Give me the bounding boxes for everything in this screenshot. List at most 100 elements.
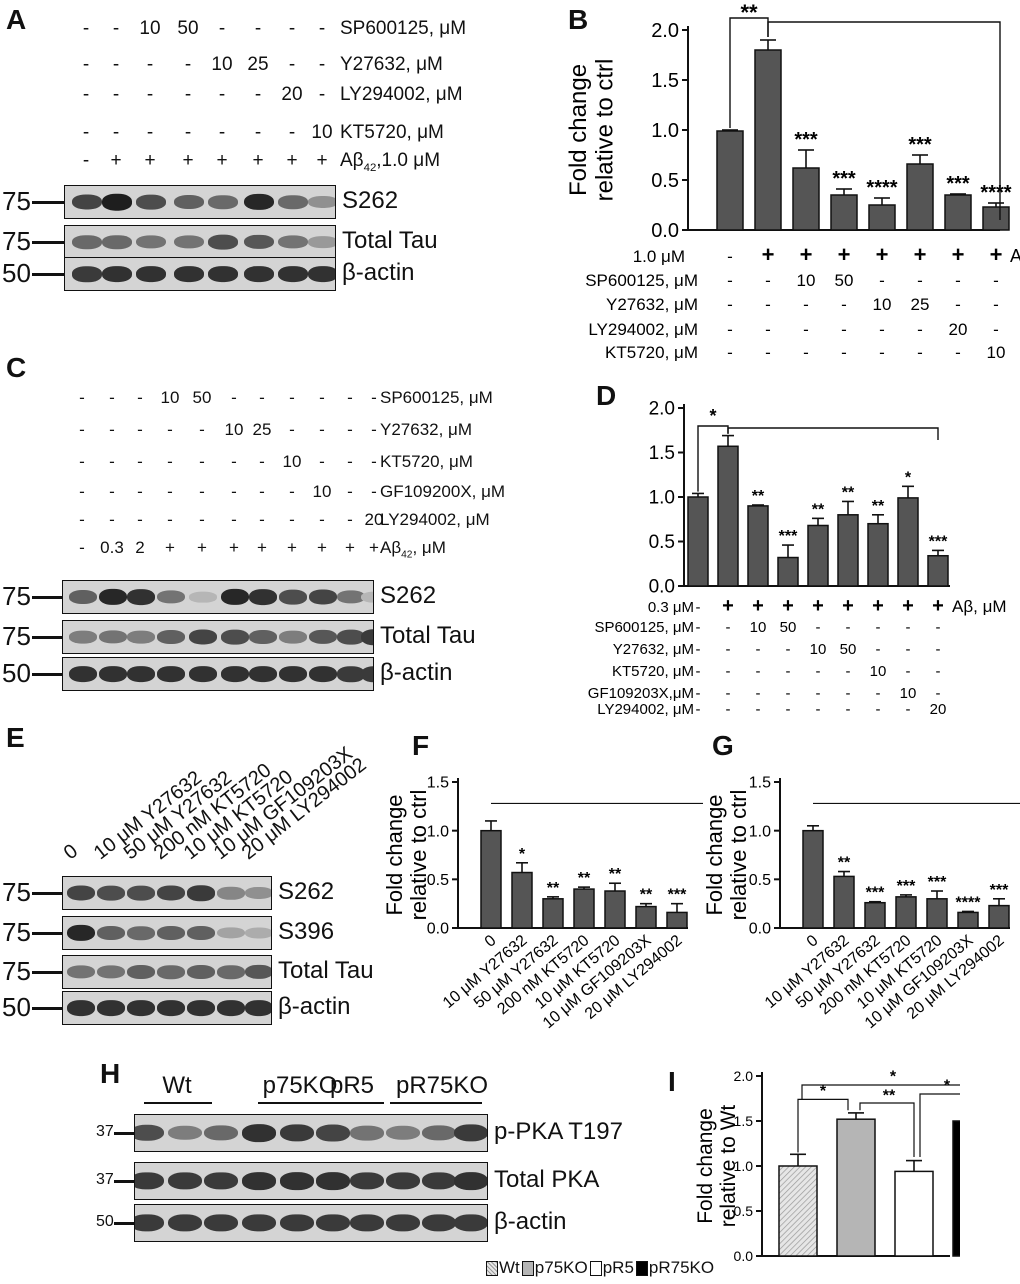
y-axis-label: relative to ctrl (591, 59, 618, 202)
molecular-weight-marker: 75 (2, 955, 31, 986)
condition-value: - (936, 663, 941, 680)
protein-band (127, 965, 155, 979)
condition-value: - (696, 685, 701, 702)
treatment-label: GF109200X, μM (380, 482, 506, 501)
condition-value: 10 (797, 271, 816, 290)
protein-band (221, 588, 249, 606)
condition-label: KT5720, μM (605, 343, 698, 362)
protein-band (337, 666, 365, 682)
protein-band (422, 1214, 456, 1232)
treatment-value: 50 (177, 18, 199, 39)
legend-swatch (635, 1260, 648, 1276)
condition-label: 1.0 μM (633, 247, 685, 266)
molecular-weight-marker: 37 (96, 1171, 114, 1189)
significance-marker: *** (832, 168, 856, 190)
condition-value: - (936, 685, 941, 702)
blot-target-label: p-PKA T197 (494, 1118, 623, 1146)
protein-band (97, 885, 125, 901)
treatment-value: - (319, 510, 325, 529)
blot-strip (62, 657, 374, 691)
y-tick-label: 2.0 (651, 20, 679, 42)
treatment-value: - (371, 388, 377, 407)
panel-b-bar-chart: 0.0 0.5 1.0 1.5 2.0 Fold change relative to ct… (565, 0, 1020, 362)
condition-value: + (876, 242, 889, 267)
bar (635, 905, 657, 929)
significance-marker: *** (866, 885, 885, 902)
protein-band (316, 1124, 350, 1142)
protein-band (97, 965, 125, 979)
protein-band (245, 886, 271, 900)
protein-band (189, 666, 217, 682)
treatment-label: KT5720, μM (380, 452, 473, 471)
protein-band (72, 266, 102, 282)
panel-label-a: A (6, 4, 27, 35)
treatment-value: - (82, 84, 90, 105)
treatment-value: 10 (160, 388, 180, 407)
bracket-label: * (820, 1083, 827, 1100)
bar (944, 194, 972, 231)
treatment-value: - (79, 510, 85, 529)
treatment-value: - (259, 452, 265, 471)
treatment-value: + (252, 150, 264, 171)
significance-marker: *** (794, 129, 818, 151)
bar (836, 1118, 876, 1257)
treatment-value: 10 (224, 420, 244, 439)
protein-band (157, 666, 185, 682)
treatment-value: - (289, 510, 295, 529)
treatment-value: - (146, 84, 154, 105)
panel-label-d: D (596, 380, 617, 411)
condition-value: 50 (780, 619, 797, 636)
protein-band (242, 1124, 276, 1142)
blot-strip (62, 580, 374, 614)
condition-value: - (906, 641, 911, 658)
condition-value: + (812, 595, 824, 617)
protein-band (136, 235, 166, 249)
protein-band (102, 266, 132, 282)
protein-band (249, 630, 277, 644)
treatment-value: - (167, 420, 173, 439)
significance-marker: ** (838, 855, 851, 872)
protein-band (187, 885, 215, 901)
protein-band (187, 926, 215, 940)
treatment-value: - (231, 452, 237, 471)
treatment-value: - (184, 84, 192, 105)
treatment-value: - (289, 420, 295, 439)
condition-value: - (955, 343, 961, 362)
condition-value: + (722, 595, 734, 617)
blot-target-label: Total Tau (278, 957, 374, 985)
protein-band (102, 193, 132, 211)
treatment-value: - (231, 510, 237, 529)
protein-band (309, 589, 337, 605)
treatment-value: 2 (135, 538, 145, 557)
condition-value: - (846, 619, 851, 636)
treatment-value: + (144, 150, 156, 171)
bracket-label: * (709, 406, 716, 426)
treatment-value: - (79, 452, 85, 471)
legend-label: p75KO (534, 1258, 588, 1277)
protein-band (386, 1214, 420, 1232)
blot-target-label: Total Tau (380, 622, 476, 650)
condition-value: - (696, 619, 701, 636)
bar (480, 829, 502, 929)
treatment-value: - (82, 54, 90, 75)
protein-band (99, 666, 127, 682)
condition-value: 10 (870, 663, 887, 680)
legend-swatch (486, 1260, 498, 1276)
condition-value: + (782, 595, 794, 617)
protein-band (168, 1172, 202, 1190)
treatment-value: - (371, 420, 377, 439)
blot-strip (64, 225, 336, 259)
significance-marker: ** (872, 498, 885, 515)
condition-value: - (816, 619, 821, 636)
condition-value: + (762, 242, 775, 267)
bar (717, 445, 739, 587)
protein-band (69, 666, 97, 682)
protein-band (127, 885, 155, 901)
treatment-value: + (110, 150, 122, 171)
treatment-value: - (259, 510, 265, 529)
protein-band (309, 666, 337, 682)
y-tick-label: 0.5 (734, 1203, 754, 1219)
panel-label-i: I (668, 1066, 676, 1097)
condition-value: + (800, 242, 813, 267)
protein-band (280, 1124, 314, 1142)
